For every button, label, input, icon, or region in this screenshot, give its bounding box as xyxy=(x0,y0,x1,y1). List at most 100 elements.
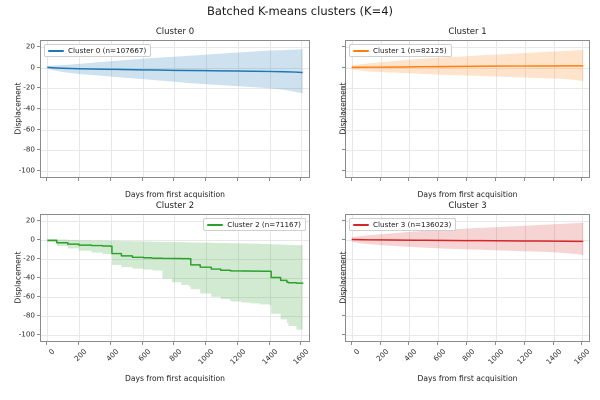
figure-title: Batched K-means clusters (K=4) xyxy=(206,4,394,18)
x-tick-mark xyxy=(379,342,381,345)
gridline-vertical xyxy=(582,215,584,341)
gridlines-3 xyxy=(346,215,589,341)
x-tick-mark xyxy=(581,178,583,181)
legend-label: Cluster 3 (n=136023) xyxy=(373,220,452,229)
legend-2[interactable]: Cluster 2 (n=71167) xyxy=(203,218,306,232)
x-tick-label: 1200 xyxy=(514,347,535,367)
legend-line-swatch-icon xyxy=(48,49,64,52)
series-layer-0 xyxy=(47,49,303,94)
y-tick-mark xyxy=(342,219,345,221)
gridline-vertical xyxy=(206,215,208,341)
gridline-horizontal xyxy=(41,67,309,69)
gridline-vertical xyxy=(467,215,469,341)
y-tick-label: -80 xyxy=(23,144,35,154)
gridline-horizontal xyxy=(346,220,589,222)
y-tick-mark xyxy=(342,107,345,109)
legend-1[interactable]: Cluster 1 (n=82125) xyxy=(349,44,452,58)
x-tick-mark xyxy=(494,342,496,345)
x-tick-mark xyxy=(141,342,143,345)
gridline-horizontal xyxy=(346,316,589,318)
gridline-vertical xyxy=(351,215,353,341)
x-axis-title-3: Days from first acquisition xyxy=(417,374,518,383)
x-tick-mark xyxy=(350,178,352,181)
y-tick-label: -40 xyxy=(23,272,35,282)
subplot-title-3: Cluster 3 xyxy=(448,201,487,211)
x-tick-mark xyxy=(141,178,143,181)
gridline-horizontal xyxy=(41,258,309,260)
gridline-horizontal xyxy=(41,150,309,152)
x-tick-label: 400 xyxy=(402,347,419,364)
x-tick-label: 1000 xyxy=(485,347,506,367)
x-tick-label: 200 xyxy=(72,347,89,364)
y-tick-label: -80 xyxy=(23,310,35,320)
y-tick-mark xyxy=(37,277,40,279)
subplot-title-0: Cluster 0 xyxy=(155,27,195,37)
x-tick-mark xyxy=(205,178,207,181)
y-tick-label: -20 xyxy=(23,82,35,92)
gridline-horizontal xyxy=(41,88,309,90)
x-tick-mark xyxy=(268,342,270,345)
x-tick-mark xyxy=(408,342,410,345)
gridlines-0 xyxy=(41,41,309,177)
series-layer-2 xyxy=(47,238,304,334)
x-tick-label: 1000 xyxy=(196,347,216,367)
gridline-vertical xyxy=(524,215,526,341)
x-tick-mark xyxy=(581,342,583,345)
panel-cluster-2: Cluster 2 20 0 -20 -40 -60 -80 -100 0 200 400 600 80… xyxy=(14,201,311,383)
y-tick-mark xyxy=(37,169,40,171)
x-tick-label: 0 xyxy=(351,347,362,357)
legend-3[interactable]: Cluster 3 (n=136023) xyxy=(349,218,457,232)
y-tick-mark xyxy=(37,296,40,298)
x-tick-mark xyxy=(300,178,302,181)
y-tick-mark xyxy=(37,334,40,336)
gridline-horizontal xyxy=(41,170,309,172)
subplot-title-2: Cluster 2 xyxy=(155,201,195,211)
y-tick-mark xyxy=(37,46,40,48)
x-axis-title-2: Days from first acquisition xyxy=(125,374,225,383)
legend-label: Cluster 0 (n=107667) xyxy=(68,46,147,55)
y-tick-mark xyxy=(37,66,40,68)
gridline-vertical xyxy=(79,215,81,341)
gridline-vertical xyxy=(409,215,411,341)
x-tick-mark xyxy=(173,178,175,181)
x-tick-mark xyxy=(236,178,238,181)
x-tick-mark xyxy=(78,178,80,181)
y-tick-mark xyxy=(342,238,345,240)
y-tick-mark xyxy=(342,334,345,336)
x-tick-label: 400 xyxy=(104,347,121,364)
x-tick-label: 800 xyxy=(460,347,477,364)
gridline-vertical xyxy=(438,215,440,341)
x-tick-mark xyxy=(109,178,111,181)
gridline-horizontal xyxy=(346,88,589,90)
gridline-horizontal xyxy=(41,129,309,131)
legend-label: Cluster 2 (n=71167) xyxy=(227,220,301,229)
x-tick-mark xyxy=(523,342,525,345)
y-tick-mark xyxy=(342,257,345,259)
x-tick-mark xyxy=(268,178,270,181)
gridline-horizontal xyxy=(346,258,589,260)
y-tick-mark xyxy=(342,87,345,89)
gridline-horizontal xyxy=(346,170,589,172)
x-tick-mark xyxy=(46,178,48,181)
mean-line-3 xyxy=(351,238,584,243)
gridline-vertical xyxy=(495,215,497,341)
y-axis-title-1: Displacement xyxy=(338,82,348,135)
gridline-vertical xyxy=(110,215,112,341)
gridline-vertical xyxy=(301,215,303,341)
series-layer-3 xyxy=(351,222,584,255)
y-tick-mark xyxy=(37,107,40,109)
x-axis-title-0: Days from first acquisition xyxy=(125,190,225,199)
y-tick-label: 0 xyxy=(30,234,35,244)
y-tick-mark xyxy=(37,315,40,317)
x-tick-mark xyxy=(523,178,525,181)
x-tick-mark xyxy=(552,178,554,181)
legend-line-swatch-icon xyxy=(353,223,369,226)
gridline-vertical xyxy=(47,215,49,341)
y-tick-mark xyxy=(37,219,40,221)
x-axis-title-1: Days from first acquisition xyxy=(417,190,518,199)
gridlines-2 xyxy=(41,215,309,341)
legend-0[interactable]: Cluster 0 (n=107667) xyxy=(44,44,152,58)
panel-cluster-1: Cluster 1 Days from first acquisition Disp… xyxy=(339,27,590,199)
mean-line-1 xyxy=(351,65,584,69)
gridline-horizontal xyxy=(346,108,589,110)
